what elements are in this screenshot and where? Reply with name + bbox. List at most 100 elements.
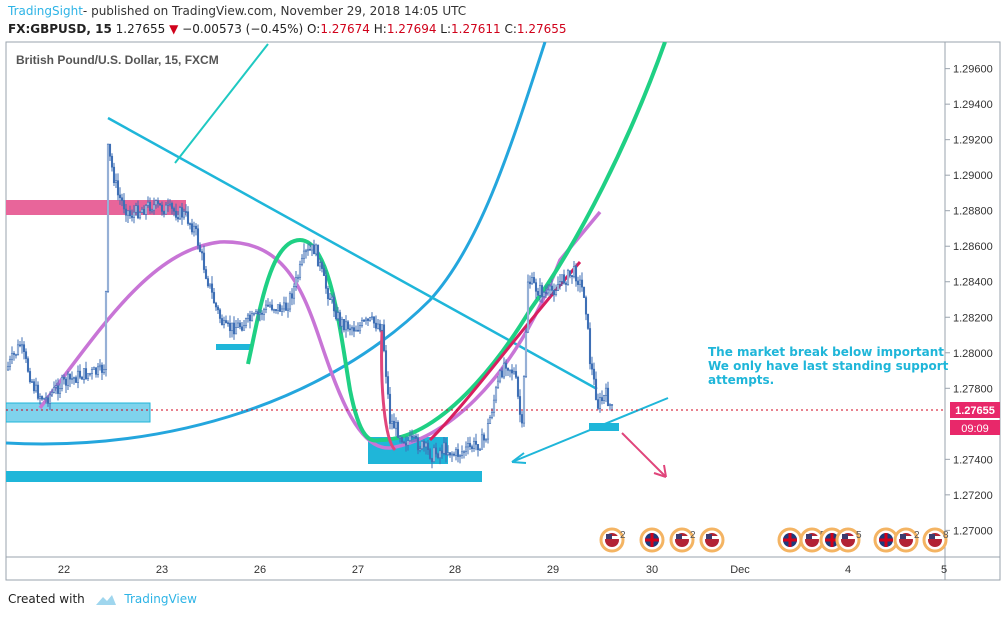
support-mark-right[interactable] — [589, 423, 619, 431]
annotation-line-2: We only have last standing support — [708, 359, 949, 373]
candle-body — [102, 369, 106, 373]
us-flag-event-icon[interactable]: 2 — [893, 527, 920, 553]
candle-body — [12, 353, 16, 355]
us-flag-event-icon[interactable]: 2 — [599, 527, 626, 553]
candle-body — [142, 209, 146, 215]
last-price-badge — [950, 402, 1000, 418]
candle-body — [376, 323, 380, 329]
candle-body — [534, 282, 538, 292]
green-arc[interactable] — [246, 42, 667, 443]
candle-body — [326, 288, 330, 299]
candle-body — [210, 283, 214, 293]
candle-body — [90, 369, 94, 374]
candle-body — [320, 262, 324, 269]
candle-body — [418, 448, 422, 451]
candle-body — [394, 422, 398, 429]
candle-body — [544, 292, 548, 294]
candle-body — [10, 353, 14, 360]
symbol-name: FX:GBPUSD, 15 — [8, 22, 112, 36]
candle-body — [160, 204, 164, 212]
time-tick-label: 22 — [58, 564, 70, 576]
purple-arc[interactable] — [38, 210, 602, 450]
support-zone-left[interactable] — [6, 402, 151, 423]
candle-body — [314, 244, 318, 255]
time-tick-label: 23 — [156, 564, 168, 576]
us-flag-event-icon[interactable]: 8 — [922, 527, 949, 553]
candle-body — [260, 312, 264, 315]
annotation-line-3: attempts. — [708, 373, 774, 387]
candle-body — [610, 404, 614, 406]
support-zone-bottom[interactable] — [6, 471, 482, 482]
candle-body — [58, 388, 62, 394]
candle-body — [66, 373, 70, 386]
large-blue-arc[interactable] — [6, 42, 547, 446]
brand-name[interactable]: TradingSight — [8, 4, 83, 18]
candle-body — [16, 344, 20, 355]
candle-body — [416, 438, 420, 451]
descending-trendline[interactable] — [107, 116, 598, 391]
candle-body — [566, 270, 570, 285]
support-mark-small[interactable] — [216, 344, 252, 350]
candle-body — [64, 378, 68, 386]
candle-body — [490, 411, 494, 418]
candle-body — [460, 451, 464, 456]
candle-body — [300, 257, 304, 265]
candle-body — [582, 286, 586, 298]
candle-body — [154, 200, 158, 206]
tradingview-link[interactable]: TradingView — [124, 592, 197, 606]
candle-body — [232, 322, 236, 335]
candle-body — [72, 377, 76, 379]
candle-body — [412, 435, 416, 438]
candle-body — [322, 268, 326, 276]
candle-body — [378, 323, 382, 331]
candle-body — [512, 371, 516, 374]
candle-body — [42, 398, 46, 400]
candle-body — [366, 318, 370, 321]
candle-body — [50, 392, 54, 396]
rising-support-line[interactable] — [511, 397, 669, 463]
candle-body — [282, 302, 286, 310]
candle-body — [536, 291, 540, 296]
crimson-drop[interactable] — [380, 329, 397, 452]
candle-body — [562, 274, 566, 284]
us-flag-event-icon[interactable]: 5 — [835, 527, 862, 553]
annotation-text[interactable]: The market break below important We only… — [708, 345, 953, 387]
uk-flag-event-icon[interactable] — [639, 527, 665, 553]
uk-flag-event-icon[interactable] — [777, 527, 803, 553]
candle-body — [176, 217, 180, 220]
candle-body — [406, 440, 410, 446]
candle-body — [120, 197, 124, 201]
bearish-arrow-line[interactable] — [621, 432, 667, 478]
candle-body — [426, 442, 430, 450]
candle-body — [278, 304, 282, 312]
candle-body — [70, 378, 74, 380]
candle-body — [556, 283, 560, 291]
us-flag-event-icon[interactable] — [699, 527, 725, 553]
time-tick-label: 5 — [941, 564, 947, 576]
candle-body — [316, 244, 320, 267]
candle-body — [60, 377, 64, 389]
candle-body — [576, 280, 580, 285]
price-tick-label: 1.29600 — [953, 64, 993, 76]
candle-body — [472, 440, 476, 449]
candle-body — [436, 453, 440, 458]
candle-body — [542, 292, 546, 297]
candle-body — [24, 351, 28, 359]
candle-body — [200, 251, 204, 254]
candle-body — [80, 376, 84, 380]
published-text: published on TradingView.com, November 2… — [91, 4, 467, 18]
upper-thin-line[interactable] — [174, 43, 269, 164]
candle-body — [446, 452, 450, 456]
drawings-layer — [6, 42, 945, 482]
price-tick-label: 1.27200 — [953, 490, 993, 502]
candle-body — [116, 180, 120, 196]
us-flag-event-icon[interactable]: 2 — [669, 527, 696, 553]
candle-body — [164, 204, 168, 215]
candle-body — [344, 321, 348, 331]
time-tick-label: 27 — [352, 564, 364, 576]
time-tick-label: 26 — [254, 564, 266, 576]
us-flag-event-icon[interactable]: 5 — [799, 527, 826, 553]
candle-body — [140, 209, 144, 213]
candle-body — [250, 313, 254, 322]
